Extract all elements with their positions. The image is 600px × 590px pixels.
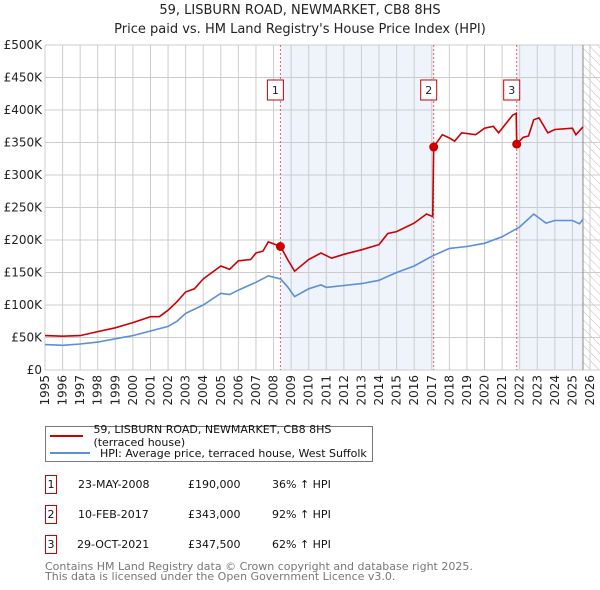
- chart-subtitle: Price paid vs. HM Land Registry's House …: [114, 22, 486, 37]
- sale-label: 1: [272, 84, 279, 97]
- y-tick-label: £300K: [4, 168, 44, 182]
- sale-point: [429, 142, 439, 152]
- x-tick-label: 1998: [91, 375, 105, 406]
- transaction-hpi: 62% ↑ HPI: [272, 538, 331, 551]
- transaction-hpi: 92% ↑ HPI: [272, 508, 331, 521]
- transaction-date: 23-MAY-2008: [78, 478, 150, 491]
- transaction-date: 10-FEB-2017: [78, 508, 149, 521]
- price-chart: 1995 1996 1997 1998 1999 2000 2001 2002 2003 2004…: [4, 38, 600, 406]
- x-tick-label: 2023: [530, 375, 544, 406]
- sale-point: [275, 242, 285, 251]
- x-tick-label: 2014: [372, 375, 386, 406]
- transaction-number: 2: [45, 505, 57, 524]
- sale-label: 2: [425, 84, 432, 97]
- property-price-line: [44, 111, 584, 338]
- legend: 59, LISBURN ROAD, NEWMARKET, CB8 8HS (te…: [45, 423, 373, 462]
- x-tick-label: 2002: [161, 375, 175, 406]
- x-tick-label: 1999: [108, 375, 122, 406]
- y-tick-label: £400K: [4, 103, 44, 117]
- y-tick-label: £350K: [4, 136, 44, 150]
- x-tick-label: 2003: [179, 375, 193, 406]
- sale-label-box: [503, 79, 521, 101]
- x-tick-label: 2005: [214, 375, 228, 406]
- chart-title: 59, LISBURN ROAD, NEWMARKET, CB8 8HS: [159, 3, 441, 18]
- transaction-date: 29-OCT-2021: [77, 538, 150, 551]
- y-tick-label: £50K: [11, 331, 43, 345]
- transaction-number: 1: [45, 475, 57, 494]
- x-tick-label: 2007: [249, 375, 263, 406]
- legend-item-hpi: HPI: Average price, terraced house, West…: [50, 445, 367, 461]
- sale-label-box: [266, 79, 284, 101]
- x-tick-label: 2008: [267, 375, 281, 406]
- legend-swatch-hpi: [50, 452, 90, 454]
- y-tick-label: £150K: [4, 266, 44, 280]
- x-tick-label: 2022: [513, 375, 527, 406]
- x-tick-label: 2000: [126, 375, 140, 406]
- x-tick-label: 2011: [319, 375, 333, 406]
- legend-item-property: 59, LISBURN ROAD, NEWMARKET, CB8 8HS (te…: [50, 423, 372, 449]
- x-tick-label: 2010: [302, 375, 316, 406]
- x-tick-label: 2026: [583, 375, 597, 406]
- footer-licence: This data is licensed under the Open Gov…: [45, 570, 396, 583]
- x-tick-label: 2020: [478, 375, 492, 406]
- x-tick-label: 2019: [460, 375, 474, 406]
- transaction-number: 3: [45, 535, 57, 554]
- x-tick-label: 2016: [407, 375, 421, 406]
- y-tick-label: £200K: [4, 233, 44, 247]
- sale-label: 3: [508, 84, 515, 97]
- x-tick-label: 1995: [38, 375, 52, 406]
- x-tick-label: 1997: [73, 375, 87, 406]
- x-tick-label: 2024: [548, 375, 562, 406]
- x-tick-label: 2001: [143, 375, 157, 406]
- x-tick-label: 2004: [196, 375, 210, 406]
- footer-copyright: Contains HM Land Registry data © Crown c…: [45, 560, 473, 573]
- transaction-price: £343,000: [188, 508, 241, 521]
- x-tick-label: 2025: [565, 375, 579, 406]
- x-tick-label: 2013: [354, 375, 368, 406]
- legend-label-property: 59, LISBURN ROAD, NEWMARKET, CB8 8HS (te…: [93, 423, 332, 449]
- x-tick-label: 2012: [337, 375, 351, 406]
- x-tick-label: 1996: [56, 375, 70, 406]
- transaction-hpi: 36% ↑ HPI: [272, 478, 331, 491]
- transaction-price: £190,000: [188, 478, 241, 491]
- y-tick-label: £100K: [4, 298, 44, 312]
- x-tick-label: 2018: [442, 375, 456, 406]
- y-tick-label: £450K: [4, 71, 44, 85]
- x-tick-label: 2006: [231, 375, 245, 406]
- x-tick-label: 2021: [495, 375, 509, 406]
- y-tick-label: £250K: [4, 201, 44, 215]
- legend-swatch-property: [50, 435, 84, 437]
- y-tick-label: £500K: [4, 38, 44, 52]
- hpi-line: [44, 212, 584, 347]
- x-tick-label: 2017: [425, 375, 439, 406]
- sale-label-box: [420, 79, 438, 101]
- y-tick-label: £0: [27, 363, 42, 377]
- x-tick-label: 2009: [284, 375, 298, 406]
- transaction-price: £347,500: [188, 538, 241, 551]
- legend-label-hpi: HPI: Average price, terraced house, West…: [100, 446, 367, 460]
- sale-point: [512, 139, 522, 149]
- x-tick-label: 2015: [390, 375, 404, 406]
